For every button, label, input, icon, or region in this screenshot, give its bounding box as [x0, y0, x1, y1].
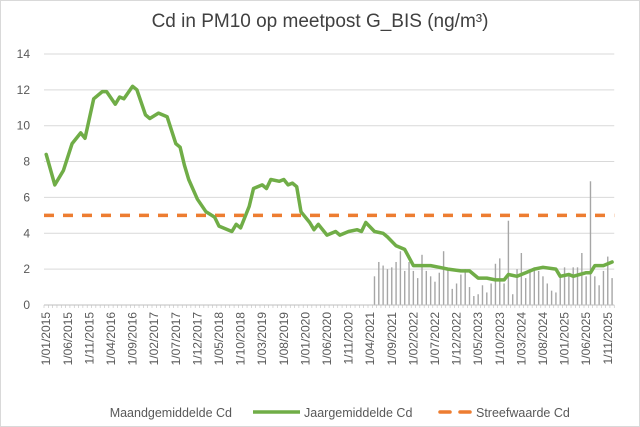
y-tick-label: 0 [23, 298, 30, 312]
x-tick-label: 1/12/2017 [190, 312, 204, 366]
bar-series-maandgemiddelde [373, 181, 613, 305]
x-tick-label: 1/04/2016 [104, 312, 118, 366]
legend-label-streefwaarde: Streefwaarde Cd [476, 406, 570, 420]
x-tick-label: 1/01/2020 [298, 312, 312, 366]
x-tick-label: 1/06/2025 [579, 312, 593, 366]
legend-label-maandgemiddelde: Maandgemiddelde Cd [110, 406, 232, 420]
legend-label-jaargemiddelde: Jaargemiddelde Cd [304, 406, 412, 420]
y-axis: 0 2 4 6 8 10 12 14 [17, 47, 31, 312]
y-tick-label: 6 [23, 190, 30, 204]
x-tick-label: 1/03/2024 [514, 312, 528, 366]
x-tick-label: 1/08/2024 [536, 312, 550, 366]
x-tick-label: 1/11/2015 [82, 312, 96, 365]
annual-mean-line [44, 84, 614, 282]
x-tick-label: 1/11/2020 [342, 312, 356, 365]
y-tick-label: 12 [17, 83, 31, 97]
x-tick-label: 1/01/2015 [39, 312, 53, 366]
x-tick-label: 1/12/2022 [450, 312, 464, 366]
gridlines [44, 53, 615, 270]
x-tick-label: 1/04/2021 [363, 312, 377, 366]
x-axis: 1/01/2015 1/06/2015 1/11/2015 1/04/2016 1/09… [39, 304, 615, 366]
x-tick-label: 1/06/2020 [320, 312, 334, 366]
x-tick-label: 1/03/2019 [255, 312, 269, 366]
x-tick-label: 1/02/2022 [406, 312, 420, 366]
x-tick-label: 1/05/2023 [471, 312, 485, 366]
legend: Maandgemiddelde Cd Jaargemiddelde Cd Str… [110, 406, 570, 420]
x-tick-label: 1/05/2018 [212, 312, 226, 366]
x-tick-label: 1/01/2025 [558, 312, 572, 366]
x-tick-label: 1/06/2015 [61, 312, 75, 366]
line-series-jaargemiddelde [44, 84, 614, 282]
y-tick-label: 8 [23, 155, 30, 169]
x-tick-label: 1/07/2017 [169, 312, 183, 366]
x-tick-label: 1/07/2022 [428, 312, 442, 366]
y-tick-label: 4 [23, 226, 30, 240]
x-tick-label: 1/10/2018 [234, 312, 248, 366]
x-tick-label: 1/10/2023 [493, 312, 507, 366]
x-tick-label: 1/09/2016 [126, 312, 140, 366]
x-tick-label: 1/08/2019 [277, 312, 291, 366]
x-tick-label: 1/11/2025 [601, 312, 615, 365]
x-tick-label: 1/09/2021 [385, 312, 399, 366]
chart-title: Cd in PM10 op meetpost G_BIS (ng/m³) [152, 11, 489, 32]
y-tick-label: 2 [23, 262, 30, 276]
x-tick-label: 1/02/2017 [147, 312, 161, 366]
y-tick-label: 10 [17, 119, 31, 133]
y-tick-label: 14 [17, 47, 31, 61]
